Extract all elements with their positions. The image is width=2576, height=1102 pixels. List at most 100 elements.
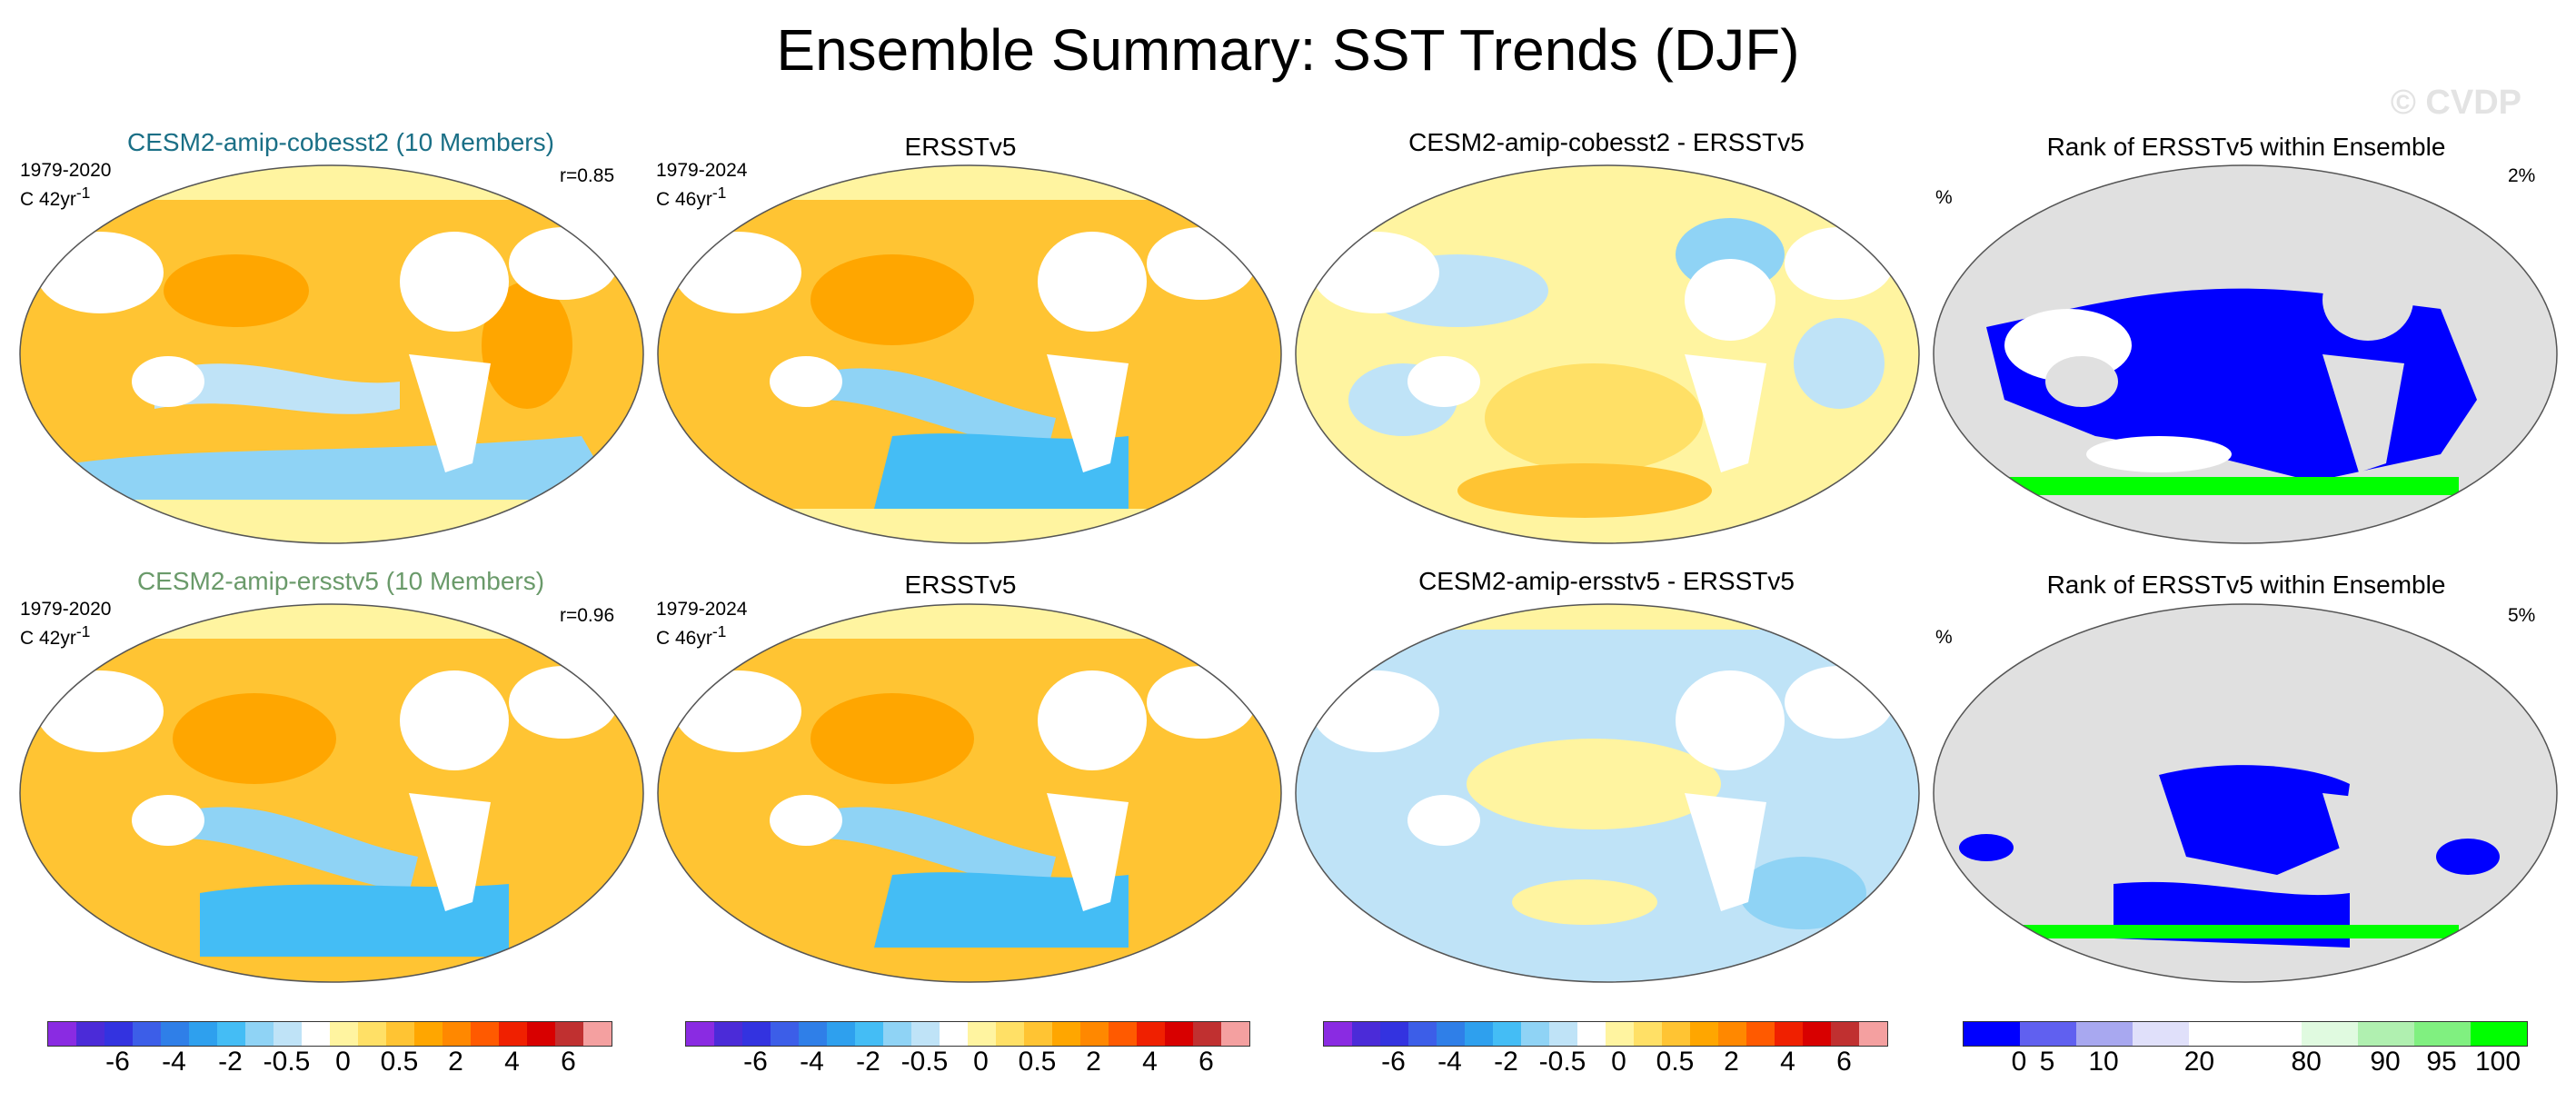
colorbar-tick-label: -4 (162, 1047, 186, 1077)
colorbar-swatch (217, 1022, 245, 1046)
colorbar-swatch (911, 1022, 940, 1046)
colorbar-swatch (555, 1022, 583, 1046)
colorbar-tick-label: -2 (1494, 1047, 1518, 1077)
colorbar-trend-1 (47, 1021, 612, 1047)
colorbar-tick-label: 20 (2183, 1047, 2215, 1077)
colorbar-swatch (1080, 1022, 1109, 1046)
colorbar-swatch (1324, 1022, 1352, 1046)
colorbar-swatch (686, 1022, 714, 1046)
colorbar-tick-label: -6 (743, 1047, 768, 1077)
rank-map-row1 (1933, 164, 2558, 544)
rank-map-row2 (1933, 603, 2558, 983)
colorbar-tick-label: 0 (335, 1047, 351, 1077)
rank-unit-row1: % (1935, 187, 1953, 208)
colorbar-swatch (1718, 1022, 1746, 1046)
colorbar-swatch (48, 1022, 76, 1046)
colorbar-tick-label: 2 (448, 1047, 463, 1077)
colorbar-swatch (2133, 1022, 2189, 1046)
colorbar-swatch (2471, 1022, 2527, 1046)
trend-map-model-row2 (19, 603, 644, 983)
colorbar-swatch (499, 1022, 527, 1046)
colorbar-tick-label: 5 (2039, 1047, 2055, 1077)
colorbar-swatch (855, 1022, 883, 1046)
colorbar-trend-3 (1323, 1021, 1888, 1047)
colorbar-tick-label: 6 (561, 1047, 576, 1077)
colorbar-swatch (2245, 1022, 2302, 1046)
watermark: © CVDP (2390, 84, 2521, 122)
colorbar-tick-label: 0.5 (380, 1047, 419, 1077)
colorbar-tick-label: 0 (2011, 1047, 2027, 1077)
panel-title-diff-row2: CESM2-amip-ersstv5 - ERSSTv5 (1418, 567, 1795, 595)
colorbar-tick-label: 2 (1724, 1047, 1739, 1077)
colorbar-swatch (1606, 1022, 1634, 1046)
colorbar-trend-2-ticks: -6 -4 -2 -0.5 0 0.5 2 4 6 (685, 1047, 1248, 1079)
colorbar-trend-2 (685, 1021, 1250, 1047)
trend-map-model-row1 (19, 164, 644, 544)
panel-title-obs-row2: ERSSTv5 (904, 571, 1017, 599)
colorbar-swatch (1052, 1022, 1080, 1046)
colorbar-swatch (1690, 1022, 1718, 1046)
colorbar-tick-label: -6 (105, 1047, 130, 1077)
colorbar-swatch (827, 1022, 855, 1046)
colorbar-swatch (1746, 1022, 1775, 1046)
colorbar-swatch (742, 1022, 771, 1046)
colorbar-swatch (1549, 1022, 1577, 1046)
colorbar-swatch (1109, 1022, 1137, 1046)
colorbar-tick-label: 2 (1086, 1047, 1101, 1077)
model-correlation-row2: r=0.96 (560, 605, 615, 626)
colorbar-swatch (2302, 1022, 2358, 1046)
colorbar-swatch (1775, 1022, 1803, 1046)
colorbar-swatch (1803, 1022, 1831, 1046)
colorbar-swatch (996, 1022, 1024, 1046)
colorbar-swatch (771, 1022, 799, 1046)
colorbar-swatch (471, 1022, 499, 1046)
difference-map-row2 (1295, 603, 1920, 983)
colorbar-swatch (1521, 1022, 1549, 1046)
panel-title-rank-row1: Rank of ERSSTv5 within Ensemble (2046, 133, 2446, 161)
colorbar-tick-label: 95 (2426, 1047, 2457, 1077)
colorbar-swatch (799, 1022, 827, 1046)
colorbar-tick-label: 0.5 (1018, 1047, 1057, 1077)
colorbar-tick-label: 0 (973, 1047, 989, 1077)
colorbar-swatch (2358, 1022, 2414, 1046)
colorbar-swatch (330, 1022, 358, 1046)
obs-years-row2: 1979-2024 C 46yr-1 (656, 599, 748, 649)
model-years-row1: 1979-2020 C 42yr-1 (20, 160, 112, 210)
colorbar-swatch (358, 1022, 386, 1046)
colorbar-swatch (1493, 1022, 1521, 1046)
colorbar-swatch (2076, 1022, 2133, 1046)
main-title: Ensemble Summary: SST Trends (DJF) (776, 17, 1800, 83)
colorbar-swatch (1024, 1022, 1052, 1046)
colorbar-tick-label: -4 (800, 1047, 824, 1077)
colorbar-swatch (940, 1022, 968, 1046)
colorbar-swatch (104, 1022, 133, 1046)
colorbar-swatch (1662, 1022, 1690, 1046)
colorbar-swatch (1964, 1022, 2020, 1046)
colorbar-tick-label: -0.5 (900, 1047, 949, 1077)
trend-map-obs-row2 (657, 603, 1282, 983)
panel-title-obs-row1: ERSSTv5 (904, 133, 1017, 161)
panel-title-model-row2: CESM2-amip-ersstv5 (10 Members) (136, 567, 545, 595)
colorbar-swatch (2414, 1022, 2471, 1046)
colorbar-swatch (1193, 1022, 1221, 1046)
rank-percent-row2: 5% (2508, 605, 2536, 626)
colorbar-tick-label: -2 (856, 1047, 880, 1077)
colorbar-tick-label: 80 (2291, 1047, 2322, 1077)
panel-title-model-row1: CESM2-amip-cobesst2 (10 Members) (127, 128, 554, 156)
colorbar-swatch (1437, 1022, 1465, 1046)
colorbar-swatch (386, 1022, 414, 1046)
colorbar-tick-label: -4 (1437, 1047, 1462, 1077)
colorbar-swatch (302, 1022, 330, 1046)
trend-map-obs-row1 (657, 164, 1282, 544)
colorbar-swatch (1577, 1022, 1606, 1046)
colorbar-tick-label: 0.5 (1656, 1047, 1695, 1077)
colorbar-swatch (1408, 1022, 1437, 1046)
colorbar-tick-label: 100 (2474, 1047, 2521, 1077)
colorbar-swatch (1831, 1022, 1859, 1046)
colorbar-tick-label: -6 (1381, 1047, 1406, 1077)
model-correlation-row1: r=0.85 (560, 165, 615, 186)
colorbar-swatch (414, 1022, 443, 1046)
colorbar-swatch (161, 1022, 189, 1046)
model-years-row2: 1979-2020 C 42yr-1 (20, 599, 112, 649)
colorbar-swatch (245, 1022, 274, 1046)
